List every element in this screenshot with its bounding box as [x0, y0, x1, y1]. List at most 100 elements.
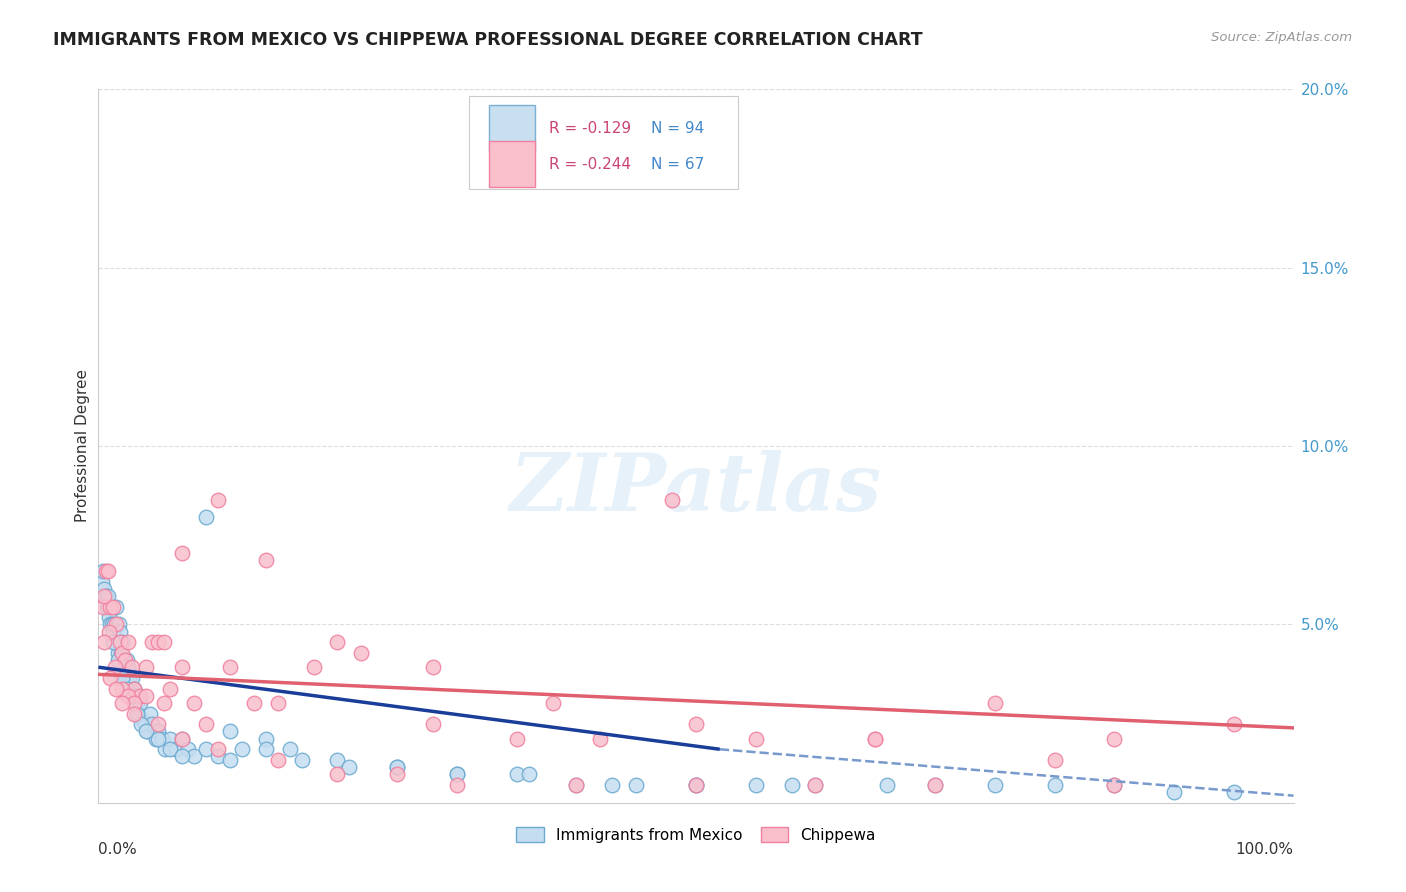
Point: [98, 671, 122, 685]
Point: [177, 742, 200, 756]
Point: [124, 689, 146, 703]
Point: [153, 635, 176, 649]
Point: [105, 617, 128, 632]
Point: [207, 492, 229, 507]
Point: [97, 599, 120, 614]
Point: [105, 599, 128, 614]
Point: [446, 767, 468, 781]
Point: [121, 660, 143, 674]
Point: [1223, 785, 1246, 799]
Point: [207, 749, 229, 764]
Point: [107, 646, 129, 660]
Point: [1163, 785, 1185, 799]
Point: [804, 778, 827, 792]
Point: [141, 635, 163, 649]
Point: [254, 742, 277, 756]
Point: [602, 778, 624, 792]
Point: [1104, 778, 1126, 792]
Point: [350, 646, 373, 660]
Point: [128, 689, 150, 703]
Point: [865, 731, 887, 746]
Point: [780, 778, 803, 792]
Point: [129, 696, 152, 710]
Point: [98, 610, 121, 624]
Point: [446, 767, 468, 781]
Point: [110, 646, 132, 660]
Point: [745, 731, 768, 746]
Point: [111, 646, 134, 660]
Point: [183, 749, 205, 764]
Point: [111, 635, 134, 649]
Point: [145, 731, 167, 746]
Point: [1223, 717, 1246, 731]
Point: [685, 778, 707, 792]
Point: [117, 635, 139, 649]
Text: R = -0.129: R = -0.129: [548, 121, 631, 136]
Point: [339, 760, 361, 774]
Point: [101, 599, 124, 614]
FancyBboxPatch shape: [489, 141, 534, 187]
Point: [385, 760, 409, 774]
Point: [984, 696, 1007, 710]
Point: [101, 624, 124, 639]
FancyBboxPatch shape: [470, 96, 738, 189]
Legend: Immigrants from Mexico, Chippewa: Immigrants from Mexico, Chippewa: [510, 821, 882, 848]
Point: [124, 706, 146, 721]
Point: [254, 553, 277, 567]
Y-axis label: Professional Degree: Professional Degree: [75, 369, 90, 523]
Point: [745, 778, 768, 792]
Point: [172, 546, 194, 560]
Point: [159, 731, 181, 746]
Point: [98, 617, 122, 632]
Point: [1104, 731, 1126, 746]
Point: [865, 731, 887, 746]
Point: [254, 731, 277, 746]
Point: [148, 635, 170, 649]
Point: [219, 660, 242, 674]
Point: [120, 681, 142, 696]
Point: [243, 696, 266, 710]
Point: [422, 660, 444, 674]
Point: [219, 753, 242, 767]
Point: [121, 689, 143, 703]
Point: [159, 742, 181, 756]
Text: N = 67: N = 67: [651, 157, 704, 171]
Text: R = -0.244: R = -0.244: [548, 157, 631, 171]
Point: [326, 767, 349, 781]
Point: [100, 617, 122, 632]
Point: [422, 717, 444, 731]
Point: [155, 742, 177, 756]
Point: [111, 696, 134, 710]
Point: [150, 731, 173, 746]
Point: [195, 717, 218, 731]
Point: [98, 599, 122, 614]
Point: [98, 624, 121, 639]
Point: [93, 589, 115, 603]
Point: [172, 731, 194, 746]
Text: 100.0%: 100.0%: [1236, 842, 1294, 857]
Point: [127, 706, 149, 721]
Point: [114, 660, 136, 674]
Point: [136, 724, 159, 739]
Point: [93, 582, 115, 596]
Point: [105, 681, 128, 696]
Point: [148, 731, 170, 746]
Point: [131, 717, 153, 731]
Point: [1043, 753, 1066, 767]
Point: [124, 681, 146, 696]
Point: [97, 564, 120, 578]
Point: [112, 653, 135, 667]
Point: [517, 767, 540, 781]
Text: IMMIGRANTS FROM MEXICO VS CHIPPEWA PROFESSIONAL DEGREE CORRELATION CHART: IMMIGRANTS FROM MEXICO VS CHIPPEWA PROFE…: [53, 31, 924, 49]
Point: [111, 671, 134, 685]
Point: [207, 742, 229, 756]
Point: [139, 706, 162, 721]
Point: [104, 660, 127, 674]
Point: [129, 689, 152, 703]
Point: [924, 778, 946, 792]
Point: [108, 635, 131, 649]
Point: [104, 635, 127, 649]
Point: [91, 574, 114, 589]
Point: [111, 681, 134, 696]
Point: [115, 671, 138, 685]
